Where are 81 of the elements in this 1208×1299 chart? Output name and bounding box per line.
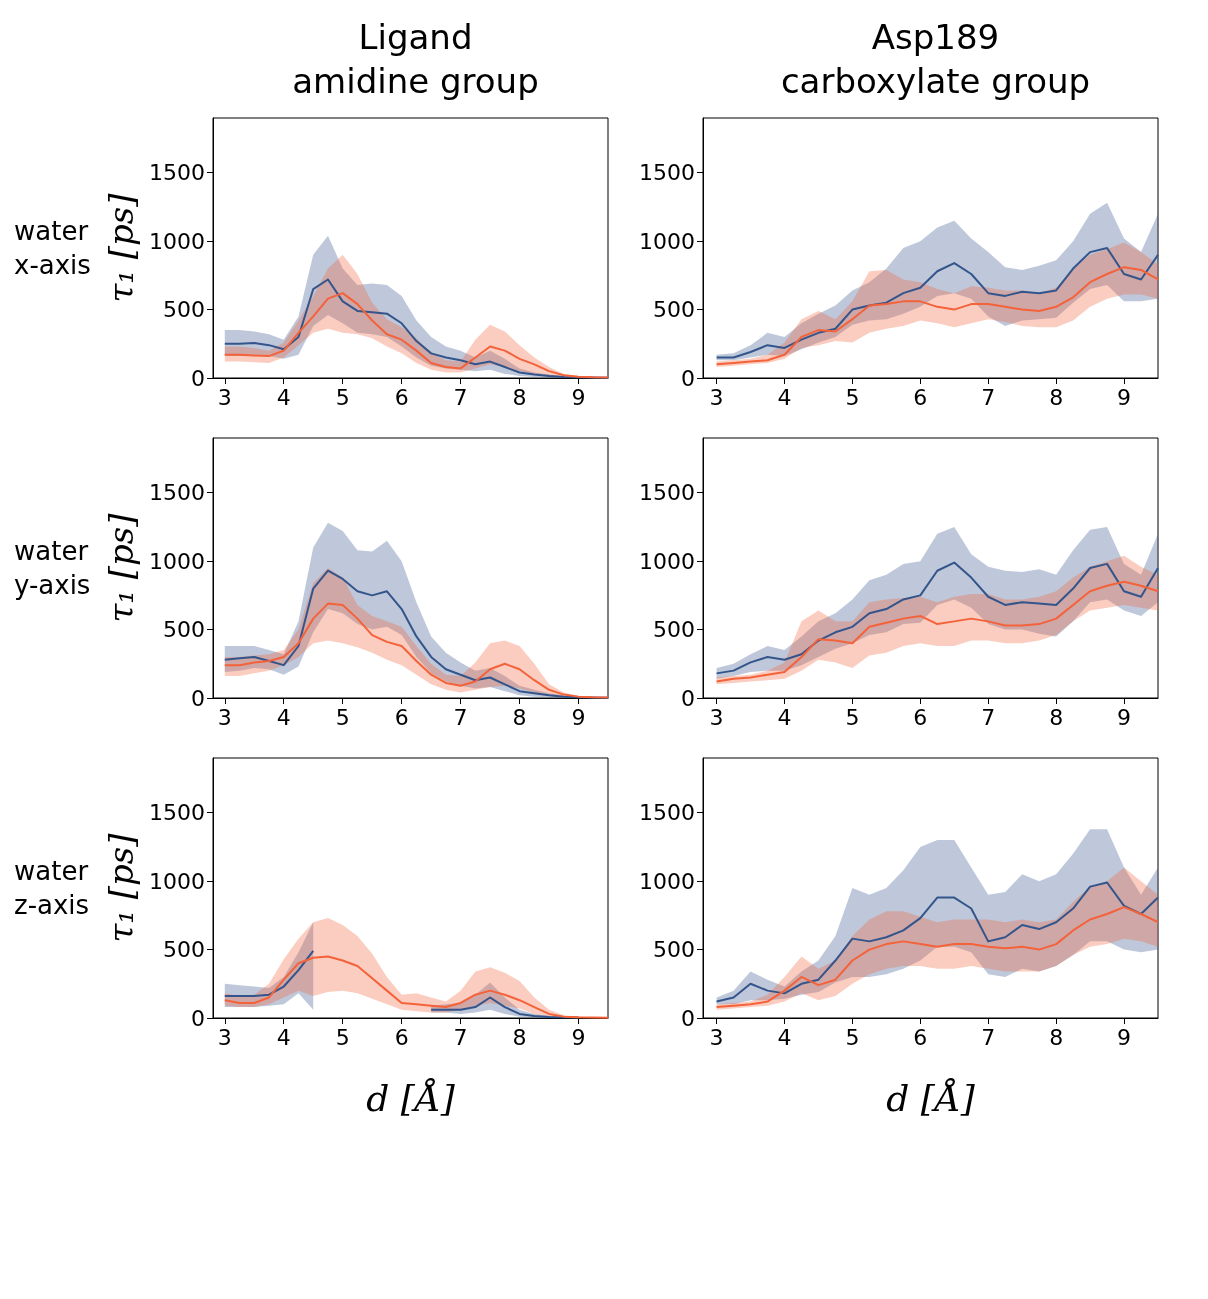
y-tick-label: 500: [163, 297, 205, 323]
x-tick-label: 3: [217, 1024, 232, 1050]
y-tick-label: 500: [653, 937, 695, 963]
x-tick-label: 5: [335, 704, 350, 730]
x-tick-label: 4: [777, 1024, 792, 1050]
y-axis-title: τ₁ [ps]: [101, 512, 142, 623]
y-tick-label: 0: [191, 685, 205, 711]
x-axis-title: d [Å]: [886, 1077, 976, 1119]
x-tick-label: 8: [512, 384, 527, 410]
x-tick-label: 8: [1049, 384, 1064, 410]
y-tick-label: 1000: [149, 868, 205, 894]
x-tick-label: 3: [217, 704, 232, 730]
y-tick-label: 0: [681, 1005, 695, 1031]
y-tick-label: 1000: [149, 548, 205, 574]
y-tick-label: 0: [681, 365, 695, 391]
x-tick-label: 8: [1049, 1024, 1064, 1050]
chart-title: Ligand amidine group: [292, 17, 539, 101]
chart-title: Asp189 carboxylate group: [780, 17, 1091, 101]
x-tick-label: 5: [335, 384, 350, 410]
x-tick-label: 3: [709, 1024, 724, 1050]
x-axis-title: d [Å]: [366, 1077, 456, 1119]
x-tick-label: 6: [913, 704, 928, 730]
text: water x-axis: [14, 216, 91, 280]
y-tick-label: 1000: [639, 868, 695, 894]
x-tick-label: 5: [335, 1024, 350, 1050]
x-tick-label: 6: [394, 1024, 409, 1050]
x-tick-label: 3: [709, 384, 724, 410]
y-tick-label: 0: [191, 365, 205, 391]
y-tick-label: 500: [653, 617, 695, 643]
x-tick-label: 8: [1049, 704, 1064, 730]
line-series: [223, 602, 609, 699]
x-tick-label: 9: [571, 1024, 586, 1050]
x-tick-label: 9: [1117, 704, 1132, 730]
x-tick-label: 9: [1117, 384, 1132, 410]
x-tick-label: 9: [571, 384, 586, 410]
x-tick-label: 3: [217, 384, 232, 410]
x-tick-label: 5: [845, 704, 860, 730]
x-tick-label: 8: [512, 704, 527, 730]
x-tick-label: 6: [913, 384, 928, 410]
x-tick-label: 6: [394, 384, 409, 410]
y-tick-label: 1000: [149, 228, 205, 254]
x-tick-label: 5: [845, 384, 860, 410]
line-series: [715, 580, 1159, 683]
x-tick-label: 7: [453, 704, 468, 730]
x-tick-label: 4: [777, 384, 792, 410]
line-series: [715, 906, 1159, 1009]
line-series: [715, 881, 1159, 1003]
y-tick-label: 500: [163, 937, 205, 963]
y-tick-label: 0: [681, 685, 695, 711]
y-tick-label: 500: [163, 617, 205, 643]
x-tick-label: 3: [709, 704, 724, 730]
y-tick-label: 1500: [639, 480, 695, 506]
x-tick-label: 7: [981, 384, 996, 410]
y-tick-label: 0: [191, 1005, 205, 1031]
y-axis-title: τ₁ [ps]: [101, 832, 142, 943]
x-tick-label: 4: [276, 704, 291, 730]
y-tick-label: 1500: [149, 480, 205, 506]
x-tick-label: 4: [276, 1024, 291, 1050]
y-tick-label: 1500: [639, 160, 695, 186]
line-series: [715, 266, 1159, 366]
x-tick-label: 8: [512, 1024, 527, 1050]
x-tick-label: 4: [777, 704, 792, 730]
y-tick-label: 1000: [639, 548, 695, 574]
x-tick-label: 6: [913, 1024, 928, 1050]
y-tick-label: 500: [653, 297, 695, 323]
x-tick-label: 7: [453, 1024, 468, 1050]
y-tick-label: 1000: [639, 228, 695, 254]
x-tick-label: 7: [453, 384, 468, 410]
x-tick-label: 7: [981, 1024, 996, 1050]
y-tick-label: 1500: [149, 160, 205, 186]
x-tick-label: 6: [394, 704, 409, 730]
x-tick-label: 7: [981, 704, 996, 730]
y-axis-title: τ₁ [ps]: [101, 192, 142, 303]
x-tick-label: 4: [276, 384, 291, 410]
y-tick-label: 1500: [639, 800, 695, 826]
y-tick-label: 1500: [149, 800, 205, 826]
text: water y-axis: [14, 536, 91, 600]
text: water z-axis: [14, 856, 90, 920]
x-tick-label: 9: [571, 704, 586, 730]
x-tick-label: 9: [1117, 1024, 1132, 1050]
x-tick-label: 5: [845, 1024, 860, 1050]
